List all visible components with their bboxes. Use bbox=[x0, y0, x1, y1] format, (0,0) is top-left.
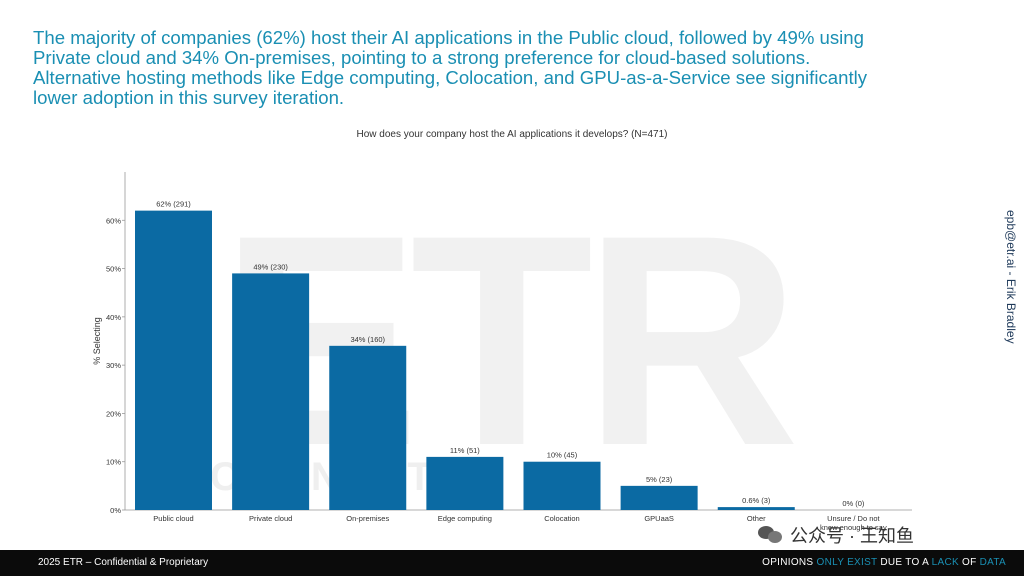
x-tick-label: On-premises bbox=[346, 514, 389, 523]
tagline-part-1: OPINIONS bbox=[762, 557, 817, 568]
bar-data-label: 34% (160) bbox=[350, 335, 385, 344]
footer-tagline: OPINIONS ONLY EXIST DUE TO A LACK OF DAT… bbox=[762, 557, 1006, 568]
bar-data-label: 11% (51) bbox=[450, 446, 480, 455]
y-axis-label: % Selecting bbox=[92, 317, 102, 365]
x-tick-label: Private cloud bbox=[249, 514, 292, 523]
etr-watermark-logo: ETR bbox=[220, 175, 800, 505]
bar bbox=[329, 345, 407, 510]
y-tick-label: 10% bbox=[106, 458, 121, 467]
bar-data-label: 0.6% (3) bbox=[742, 496, 771, 505]
y-tick-label: 60% bbox=[106, 216, 121, 225]
bar bbox=[426, 456, 504, 510]
wechat-icon bbox=[758, 526, 784, 544]
y-tick-label: 0% bbox=[110, 506, 121, 515]
headline-line-1: The majority of companies (62%) host the… bbox=[33, 27, 864, 48]
bar-data-label: 0% (0) bbox=[842, 499, 865, 508]
side-credit: epb@etr.ai - Erik Bradley bbox=[996, 210, 1024, 370]
x-tick-label: Public cloud bbox=[153, 514, 193, 523]
x-tick-label: GPUaaS bbox=[644, 514, 674, 523]
x-tick-label: Colocation bbox=[544, 514, 579, 523]
footer-bar: 2025 ETR – Confidential & Proprietary OP… bbox=[0, 550, 1024, 576]
bar bbox=[717, 507, 795, 510]
tagline-part-6: DATA bbox=[979, 557, 1006, 568]
headline: The majority of companies (62%) host the… bbox=[33, 28, 993, 108]
y-tick-label: 20% bbox=[106, 409, 121, 418]
wechat-watermark: 公众号 · 王知鱼 bbox=[758, 522, 914, 548]
headline-line-3: Alternative hosting methods like Edge co… bbox=[33, 67, 868, 88]
bar-data-label: 49% (230) bbox=[253, 262, 288, 271]
bar-data-label: 10% (45) bbox=[547, 451, 578, 460]
bar bbox=[232, 273, 310, 510]
y-tick-label: 30% bbox=[106, 361, 121, 370]
y-tick-label: 50% bbox=[106, 265, 121, 274]
x-tick-label: Unsure / Do not know enough to say bbox=[820, 514, 887, 532]
tagline-part-3: DUE TO A bbox=[880, 557, 932, 568]
bar-data-label: 62% (291) bbox=[156, 200, 191, 209]
headline-line-2: Private cloud and 34% On-premises, point… bbox=[33, 47, 811, 68]
bar bbox=[135, 210, 212, 510]
tagline-part-2: ONLY EXIST bbox=[816, 557, 881, 568]
x-tick-label: Edge computing bbox=[438, 514, 492, 523]
wechat-label: 公众号 · 王知鱼 bbox=[790, 526, 914, 546]
tagline-part-5: OF bbox=[962, 557, 980, 568]
headline-line-4: lower adoption in this survey iteration. bbox=[33, 87, 345, 108]
bar-chart: How does your company host the AI applic… bbox=[92, 129, 912, 532]
side-credit-text: epb@etr.ai - Erik Bradley bbox=[1004, 210, 1018, 344]
chart-title: How does your company host the AI applic… bbox=[356, 129, 667, 140]
footer-copyright: 2025 ETR – Confidential & Proprietary bbox=[38, 557, 209, 568]
y-tick-label: 40% bbox=[106, 313, 121, 322]
tagline-part-4: LACK bbox=[931, 557, 963, 568]
bar bbox=[620, 485, 698, 510]
x-tick-label: Other bbox=[747, 514, 766, 523]
bar-data-label: 5% (23) bbox=[646, 475, 673, 484]
bar bbox=[523, 461, 601, 510]
